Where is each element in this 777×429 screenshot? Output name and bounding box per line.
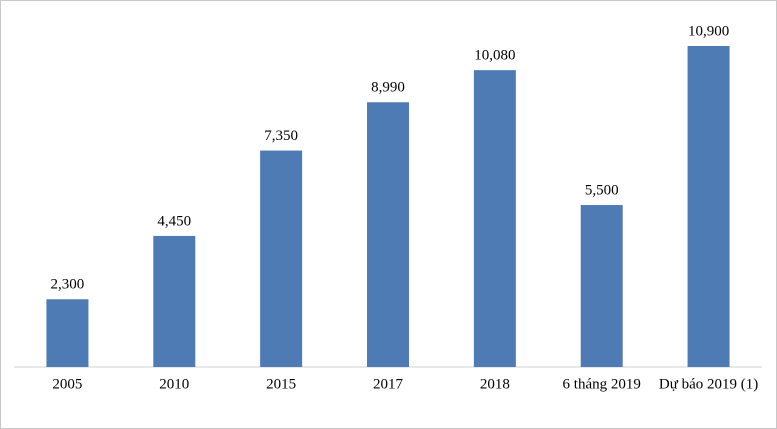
value-label: 10,900 (688, 23, 729, 39)
x-tick-label: 2018 (480, 376, 510, 392)
x-tick-label: 6 tháng 2019 (563, 376, 641, 392)
x-tick-label: 2010 (159, 376, 189, 392)
value-label: 4,450 (157, 213, 191, 229)
bar (473, 70, 516, 367)
x-tick-label: 2017 (373, 376, 404, 392)
value-label: 10,080 (474, 48, 515, 64)
bar (260, 150, 303, 367)
x-tick-label: Dự báo 2019 (1) (659, 376, 758, 392)
x-tick-label: 2005 (52, 376, 82, 392)
value-label: 8,990 (371, 80, 405, 96)
value-label: 5,500 (585, 182, 619, 198)
value-label: 7,350 (264, 128, 298, 144)
bar (687, 46, 730, 367)
bar (367, 102, 409, 367)
bar (580, 205, 623, 367)
x-tick-label: 2015 (266, 376, 296, 392)
bar (153, 235, 196, 367)
bar (46, 299, 89, 367)
value-label: 2,300 (51, 277, 85, 293)
